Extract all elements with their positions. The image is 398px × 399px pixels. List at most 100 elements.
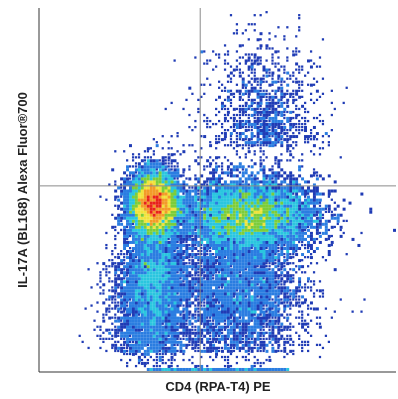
event-dot — [232, 319, 236, 323]
event-dot — [238, 198, 242, 202]
event-dot — [126, 198, 129, 202]
event-dot — [259, 38, 262, 41]
event-dot — [238, 277, 242, 281]
event-dot — [229, 237, 233, 241]
event-dot — [188, 165, 191, 168]
event-dot — [137, 195, 141, 199]
event-dot — [203, 119, 206, 123]
event-dot — [321, 119, 325, 123]
event-dot — [212, 328, 216, 332]
event-dot — [307, 234, 310, 238]
event-dot — [238, 228, 242, 232]
event-dot — [120, 280, 124, 284]
event-dot — [250, 219, 254, 223]
event-dot — [152, 322, 156, 326]
event-dot — [262, 262, 266, 266]
event-dot — [179, 301, 183, 305]
event-dot — [188, 340, 191, 344]
event-dot — [271, 59, 274, 62]
y-axis-label: IL-17A (BL168) Alexa Fluor®700 — [15, 92, 30, 288]
event-dot — [170, 349, 174, 353]
event-dot — [179, 237, 183, 241]
event-dot — [197, 231, 201, 235]
event-dot — [206, 192, 210, 196]
event-dot — [271, 177, 274, 180]
event-dot — [212, 198, 216, 202]
event-dot — [283, 237, 287, 241]
event-dot — [194, 289, 198, 293]
event-dot — [280, 195, 284, 199]
event-dot — [312, 198, 316, 202]
event-dot — [223, 364, 227, 368]
event-dot — [342, 207, 346, 211]
event-dot — [143, 204, 147, 208]
event-dot — [223, 343, 227, 347]
event-dot — [117, 222, 121, 226]
event-dot — [164, 213, 168, 217]
event-dot — [179, 222, 183, 226]
event-dot — [215, 234, 218, 238]
event-dot — [218, 253, 221, 257]
event-dot — [176, 340, 180, 344]
event-dot — [155, 246, 159, 250]
event-dot — [259, 110, 263, 114]
event-dot — [250, 346, 254, 350]
event-dot — [241, 346, 245, 350]
event-dot — [277, 316, 281, 320]
event-dot — [149, 256, 153, 260]
event-dot — [209, 180, 213, 184]
event-dot — [295, 89, 299, 93]
event-dot — [137, 250, 141, 254]
event-dot — [259, 274, 263, 278]
event-dot — [223, 325, 227, 329]
event-dot — [330, 213, 334, 217]
event-dot — [268, 189, 272, 193]
event-dot — [333, 268, 337, 272]
event-dot — [250, 186, 254, 190]
event-dot — [152, 340, 156, 344]
event-dot — [238, 274, 242, 278]
event-dot — [134, 225, 138, 229]
event-dot — [235, 268, 239, 272]
event-dot — [197, 289, 201, 293]
event-dot — [123, 231, 127, 235]
event-dot — [206, 165, 209, 168]
event-dot — [265, 304, 268, 307]
event-dot — [117, 198, 121, 202]
event-dot — [220, 271, 224, 275]
event-dot — [146, 319, 150, 323]
event-dot — [289, 95, 292, 98]
event-dot — [194, 286, 198, 290]
event-dot — [143, 334, 147, 338]
event-dot — [238, 92, 241, 95]
event-dot — [229, 180, 233, 184]
event-dot — [149, 280, 153, 284]
event-dot — [220, 83, 224, 86]
event-dot — [265, 132, 269, 136]
event-dot — [247, 119, 251, 123]
event-dot — [235, 32, 239, 35]
event-dot — [170, 204, 174, 208]
event-dot — [218, 165, 221, 168]
event-dot — [218, 313, 221, 317]
event-dot — [277, 234, 281, 238]
event-dot — [191, 92, 194, 95]
event-dot — [232, 346, 236, 350]
event-dot — [333, 180, 337, 184]
event-dot — [170, 259, 174, 263]
event-dot — [126, 250, 129, 254]
event-dot — [289, 237, 293, 241]
event-dot — [182, 358, 185, 362]
event-dot — [167, 313, 171, 317]
event-dot — [182, 201, 186, 205]
event-dot — [274, 325, 278, 329]
event-dot — [182, 316, 186, 320]
event-dot — [298, 265, 302, 269]
event-dot — [215, 243, 218, 247]
event-dot — [137, 168, 141, 172]
event-dot — [298, 195, 302, 199]
event-dot — [143, 292, 147, 296]
event-dot — [298, 17, 301, 20]
event-dot — [212, 225, 216, 229]
event-dot — [229, 325, 233, 329]
